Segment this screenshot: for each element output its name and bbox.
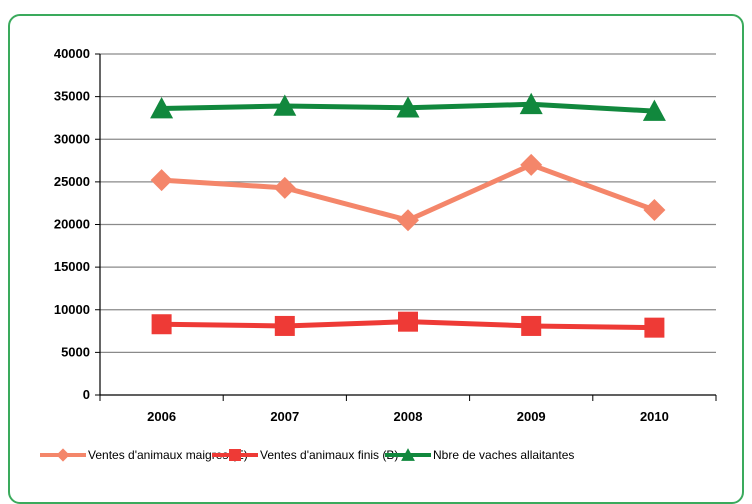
x-tick-label: 2006	[147, 409, 176, 424]
legend-marker	[401, 448, 415, 461]
data-point-series-1	[150, 169, 173, 192]
y-tick-label: 10000	[54, 302, 90, 317]
data-point-series-2	[398, 311, 418, 332]
data-point-series-1	[273, 176, 296, 199]
data-point-series-3	[519, 92, 543, 115]
data-point-series-2	[151, 314, 172, 335]
data-point-series-2	[521, 315, 542, 336]
data-point-series-2	[274, 315, 295, 336]
x-tick-label: 2008	[394, 409, 423, 424]
data-point-series-1	[643, 199, 666, 222]
data-point-series-3	[150, 97, 174, 119]
data-point-series-2	[644, 317, 665, 338]
y-tick-label: 35000	[54, 89, 90, 104]
x-tick-label: 2010	[640, 409, 669, 424]
y-tick-label: 40000	[54, 46, 90, 61]
y-tick-label: 15000	[54, 259, 90, 274]
legend-marker	[56, 448, 70, 462]
y-tick-label: 30000	[54, 131, 90, 146]
x-tick-label: 2009	[517, 409, 546, 424]
y-tick-label: 25000	[54, 174, 90, 189]
line-chart: 0 5000 10000 15000 20000 25000 30000 35000 40000…	[40, 46, 717, 462]
x-tick-label: 2007	[270, 409, 299, 424]
legend-label: Ventes d'animaux finis (B)	[260, 448, 398, 462]
data-point-series-3	[396, 96, 420, 118]
y-tick-label: 5000	[61, 344, 90, 359]
legend-marker	[229, 449, 241, 461]
legend-label: Ventes d'animaux maigres (E)	[88, 448, 248, 462]
data-point-series-1	[520, 153, 543, 176]
data-point-series-3	[273, 94, 297, 116]
y-tick-label: 0	[83, 387, 90, 402]
legend-label: Nbre de vaches allaitantes	[433, 448, 574, 462]
y-tick-label: 20000	[54, 217, 90, 232]
data-point-series-3	[642, 99, 666, 121]
data-point-series-1	[397, 209, 419, 232]
